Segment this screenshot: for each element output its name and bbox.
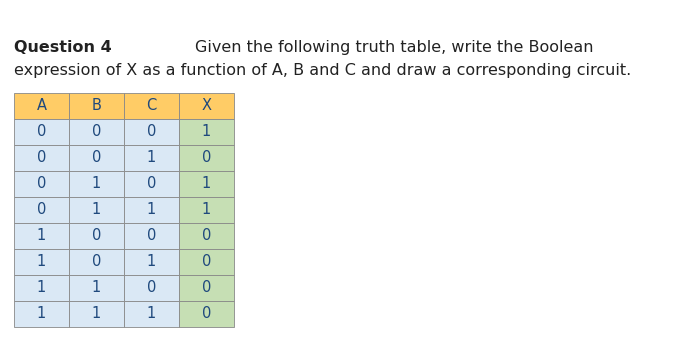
Text: 0: 0 (202, 228, 211, 244)
Text: 0: 0 (92, 125, 101, 139)
Bar (69, 119, 124, 145)
Text: 1: 1 (92, 176, 101, 192)
Bar (14, 223, 69, 249)
Text: Given the following truth table, write the Boolean: Given the following truth table, write t… (195, 40, 593, 55)
Bar (124, 171, 179, 197)
Bar (179, 223, 234, 249)
Text: 0: 0 (92, 254, 101, 269)
Text: 0: 0 (147, 125, 156, 139)
Text: 1: 1 (147, 151, 156, 166)
Text: 1: 1 (147, 254, 156, 269)
Bar (14, 249, 69, 275)
Bar (69, 171, 124, 197)
Bar (179, 301, 234, 327)
Text: X: X (202, 98, 211, 114)
Text: 0: 0 (147, 176, 156, 192)
Text: 0: 0 (37, 203, 46, 217)
Text: 1: 1 (92, 281, 101, 295)
Text: 0: 0 (202, 254, 211, 269)
Text: 0: 0 (92, 228, 101, 244)
Bar (124, 119, 179, 145)
Text: 0: 0 (37, 151, 46, 166)
Text: 1: 1 (37, 228, 46, 244)
Text: 0: 0 (92, 151, 101, 166)
Bar (14, 93, 69, 119)
Text: C: C (147, 98, 157, 114)
Text: 0: 0 (202, 306, 211, 322)
Text: 1: 1 (37, 306, 46, 322)
Bar (69, 223, 124, 249)
Bar (124, 145, 179, 171)
Text: 1: 1 (92, 203, 101, 217)
Bar (124, 301, 179, 327)
Bar (69, 301, 124, 327)
Bar (14, 145, 69, 171)
Bar (14, 197, 69, 223)
Bar (69, 249, 124, 275)
Text: B: B (92, 98, 101, 114)
Text: 0: 0 (202, 151, 211, 166)
Text: 0: 0 (147, 228, 156, 244)
Bar (179, 171, 234, 197)
Bar (124, 93, 179, 119)
Text: 0: 0 (202, 281, 211, 295)
Text: expression of X as a function of A, B and C and draw a corresponding circuit.: expression of X as a function of A, B an… (14, 63, 631, 78)
Bar (124, 275, 179, 301)
Bar (179, 145, 234, 171)
Bar (14, 301, 69, 327)
Bar (69, 93, 124, 119)
Bar (179, 275, 234, 301)
Text: 1: 1 (92, 306, 101, 322)
Text: 0: 0 (147, 281, 156, 295)
Bar (69, 197, 124, 223)
Bar (124, 223, 179, 249)
Bar (179, 93, 234, 119)
Text: 1: 1 (37, 281, 46, 295)
Bar (14, 171, 69, 197)
Text: 1: 1 (202, 203, 211, 217)
Text: A: A (37, 98, 46, 114)
Bar (179, 119, 234, 145)
Text: 1: 1 (37, 254, 46, 269)
Bar (69, 145, 124, 171)
Bar (179, 249, 234, 275)
Bar (14, 275, 69, 301)
Bar (179, 197, 234, 223)
Text: 0: 0 (37, 125, 46, 139)
Text: Question 4: Question 4 (14, 40, 112, 55)
Text: 1: 1 (202, 176, 211, 192)
Text: 1: 1 (202, 125, 211, 139)
Bar (124, 249, 179, 275)
Bar (124, 197, 179, 223)
Text: 0: 0 (37, 176, 46, 192)
Text: 1: 1 (147, 203, 156, 217)
Bar (69, 275, 124, 301)
Text: 1: 1 (147, 306, 156, 322)
Bar (14, 119, 69, 145)
